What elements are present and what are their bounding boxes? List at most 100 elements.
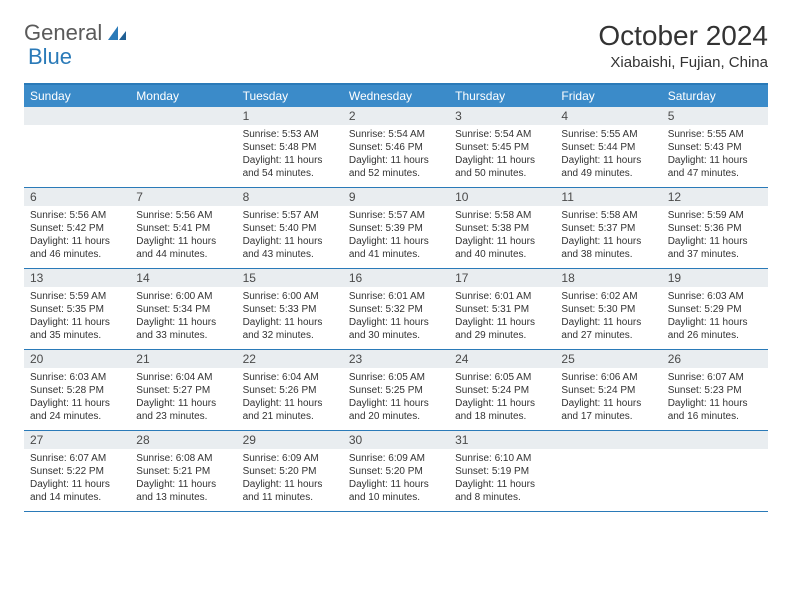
day-cell: 25Sunrise: 6:06 AMSunset: 5:24 PMDayligh…: [555, 350, 661, 430]
day-cell: 8Sunrise: 5:57 AMSunset: 5:40 PMDaylight…: [237, 188, 343, 268]
daylight-text-2: and 35 minutes.: [30, 329, 124, 342]
daylight-text-2: and 46 minutes.: [30, 248, 124, 261]
daylight-text-2: and 29 minutes.: [455, 329, 549, 342]
daylight-text-2: and 23 minutes.: [136, 410, 230, 423]
weekday-thursday: Thursday: [449, 85, 555, 107]
daylight-text-1: Daylight: 11 hours: [243, 397, 337, 410]
day-number: 12: [662, 188, 768, 206]
daylight-text-1: Daylight: 11 hours: [668, 316, 762, 329]
day-cell: 2Sunrise: 5:54 AMSunset: 5:46 PMDaylight…: [343, 107, 449, 187]
day-number: 10: [449, 188, 555, 206]
day-body: Sunrise: 6:01 AMSunset: 5:31 PMDaylight:…: [449, 287, 555, 349]
day-body: [555, 449, 661, 511]
day-number: 31: [449, 431, 555, 449]
day-cell: [24, 107, 130, 187]
sunrise-text: Sunrise: 6:10 AM: [455, 452, 549, 465]
sunrise-text: Sunrise: 6:09 AM: [349, 452, 443, 465]
sunrise-text: Sunrise: 5:57 AM: [349, 209, 443, 222]
day-number: 27: [24, 431, 130, 449]
day-cell: 10Sunrise: 5:58 AMSunset: 5:38 PMDayligh…: [449, 188, 555, 268]
sunset-text: Sunset: 5:31 PM: [455, 303, 549, 316]
daylight-text-1: Daylight: 11 hours: [349, 316, 443, 329]
day-cell: 21Sunrise: 6:04 AMSunset: 5:27 PMDayligh…: [130, 350, 236, 430]
daylight-text-2: and 43 minutes.: [243, 248, 337, 261]
daylight-text-1: Daylight: 11 hours: [30, 478, 124, 491]
sunrise-text: Sunrise: 6:03 AM: [668, 290, 762, 303]
sunset-text: Sunset: 5:45 PM: [455, 141, 549, 154]
sunrise-text: Sunrise: 6:07 AM: [30, 452, 124, 465]
sunset-text: Sunset: 5:26 PM: [243, 384, 337, 397]
day-number: 16: [343, 269, 449, 287]
day-body: [662, 449, 768, 511]
daylight-text-1: Daylight: 11 hours: [349, 154, 443, 167]
day-cell: 28Sunrise: 6:08 AMSunset: 5:21 PMDayligh…: [130, 431, 236, 511]
daylight-text-1: Daylight: 11 hours: [136, 316, 230, 329]
sunrise-text: Sunrise: 6:04 AM: [243, 371, 337, 384]
day-cell: 12Sunrise: 5:59 AMSunset: 5:36 PMDayligh…: [662, 188, 768, 268]
sunrise-text: Sunrise: 6:00 AM: [243, 290, 337, 303]
daylight-text-2: and 21 minutes.: [243, 410, 337, 423]
weekday-row: SundayMondayTuesdayWednesdayThursdayFrid…: [24, 85, 768, 107]
sunrise-text: Sunrise: 6:00 AM: [136, 290, 230, 303]
day-cell: 15Sunrise: 6:00 AMSunset: 5:33 PMDayligh…: [237, 269, 343, 349]
day-number: 22: [237, 350, 343, 368]
daylight-text-2: and 11 minutes.: [243, 491, 337, 504]
day-cell: 27Sunrise: 6:07 AMSunset: 5:22 PMDayligh…: [24, 431, 130, 511]
daylight-text-2: and 49 minutes.: [561, 167, 655, 180]
day-body: Sunrise: 5:53 AMSunset: 5:48 PMDaylight:…: [237, 125, 343, 187]
sunrise-text: Sunrise: 5:59 AM: [30, 290, 124, 303]
day-cell: 1Sunrise: 5:53 AMSunset: 5:48 PMDaylight…: [237, 107, 343, 187]
sunset-text: Sunset: 5:27 PM: [136, 384, 230, 397]
day-number: 25: [555, 350, 661, 368]
day-cell: 4Sunrise: 5:55 AMSunset: 5:44 PMDaylight…: [555, 107, 661, 187]
daylight-text-2: and 24 minutes.: [30, 410, 124, 423]
day-body: Sunrise: 6:09 AMSunset: 5:20 PMDaylight:…: [343, 449, 449, 511]
month-title: October 2024: [598, 20, 768, 52]
day-number: [130, 107, 236, 125]
sunrise-text: Sunrise: 5:57 AM: [243, 209, 337, 222]
day-number: 9: [343, 188, 449, 206]
day-body: Sunrise: 6:01 AMSunset: 5:32 PMDaylight:…: [343, 287, 449, 349]
day-cell: 20Sunrise: 6:03 AMSunset: 5:28 PMDayligh…: [24, 350, 130, 430]
daylight-text-1: Daylight: 11 hours: [349, 397, 443, 410]
day-body: Sunrise: 6:07 AMSunset: 5:23 PMDaylight:…: [662, 368, 768, 430]
day-cell: 29Sunrise: 6:09 AMSunset: 5:20 PMDayligh…: [237, 431, 343, 511]
sunset-text: Sunset: 5:41 PM: [136, 222, 230, 235]
daylight-text-1: Daylight: 11 hours: [243, 478, 337, 491]
daylight-text-1: Daylight: 11 hours: [561, 235, 655, 248]
daylight-text-1: Daylight: 11 hours: [561, 397, 655, 410]
sunrise-text: Sunrise: 5:55 AM: [561, 128, 655, 141]
daylight-text-1: Daylight: 11 hours: [561, 154, 655, 167]
location: Xiabaishi, Fujian, China: [598, 54, 768, 71]
daylight-text-1: Daylight: 11 hours: [30, 235, 124, 248]
week-row: 20Sunrise: 6:03 AMSunset: 5:28 PMDayligh…: [24, 350, 768, 431]
day-body: Sunrise: 5:57 AMSunset: 5:40 PMDaylight:…: [237, 206, 343, 268]
daylight-text-2: and 32 minutes.: [243, 329, 337, 342]
day-number: 4: [555, 107, 661, 125]
day-number: 15: [237, 269, 343, 287]
day-number: [662, 431, 768, 449]
sunset-text: Sunset: 5:33 PM: [243, 303, 337, 316]
daylight-text-1: Daylight: 11 hours: [349, 235, 443, 248]
daylight-text-2: and 38 minutes.: [561, 248, 655, 261]
sunrise-text: Sunrise: 5:55 AM: [668, 128, 762, 141]
day-cell: 9Sunrise: 5:57 AMSunset: 5:39 PMDaylight…: [343, 188, 449, 268]
daylight-text-1: Daylight: 11 hours: [30, 316, 124, 329]
sunset-text: Sunset: 5:24 PM: [561, 384, 655, 397]
daylight-text-1: Daylight: 11 hours: [668, 397, 762, 410]
day-number: 30: [343, 431, 449, 449]
weekday-tuesday: Tuesday: [237, 85, 343, 107]
day-body: Sunrise: 5:57 AMSunset: 5:39 PMDaylight:…: [343, 206, 449, 268]
sunset-text: Sunset: 5:21 PM: [136, 465, 230, 478]
sunrise-text: Sunrise: 5:56 AM: [30, 209, 124, 222]
sunset-text: Sunset: 5:29 PM: [668, 303, 762, 316]
daylight-text-2: and 44 minutes.: [136, 248, 230, 261]
sunrise-text: Sunrise: 6:03 AM: [30, 371, 124, 384]
day-number: 18: [555, 269, 661, 287]
weekday-wednesday: Wednesday: [343, 85, 449, 107]
daylight-text-2: and 20 minutes.: [349, 410, 443, 423]
day-body: Sunrise: 6:04 AMSunset: 5:27 PMDaylight:…: [130, 368, 236, 430]
sunrise-text: Sunrise: 6:02 AM: [561, 290, 655, 303]
day-cell: 5Sunrise: 5:55 AMSunset: 5:43 PMDaylight…: [662, 107, 768, 187]
day-body: Sunrise: 5:59 AMSunset: 5:35 PMDaylight:…: [24, 287, 130, 349]
